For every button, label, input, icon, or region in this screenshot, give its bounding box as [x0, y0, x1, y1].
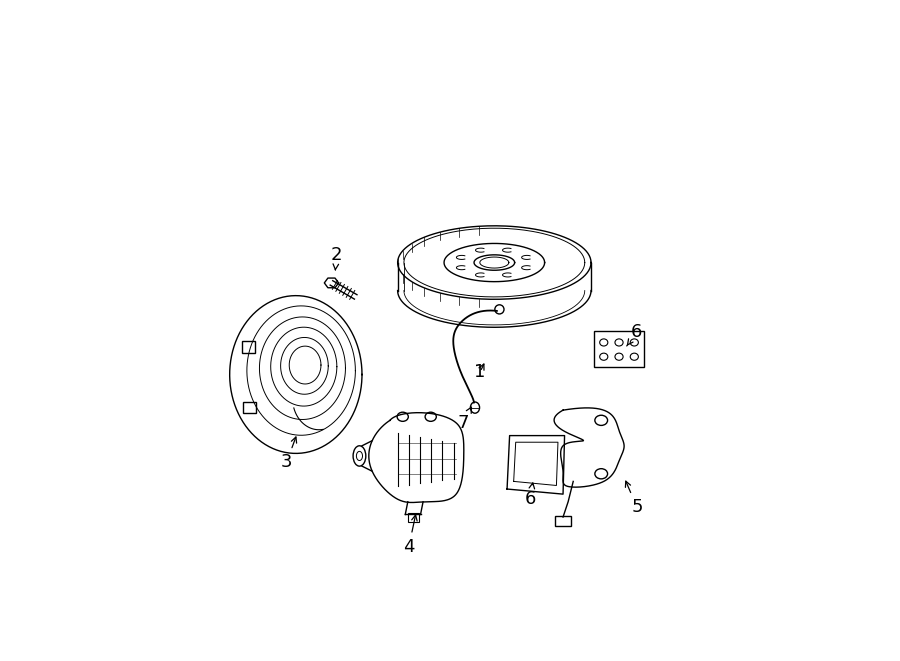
Text: 6: 6 — [626, 323, 643, 346]
Text: 6: 6 — [525, 483, 535, 508]
Ellipse shape — [630, 339, 638, 346]
Ellipse shape — [471, 402, 480, 413]
Ellipse shape — [599, 353, 608, 360]
Ellipse shape — [615, 339, 623, 346]
FancyBboxPatch shape — [243, 402, 256, 413]
FancyBboxPatch shape — [555, 516, 571, 526]
FancyBboxPatch shape — [242, 341, 255, 352]
Ellipse shape — [630, 353, 638, 360]
Text: 1: 1 — [474, 363, 486, 381]
Text: 2: 2 — [331, 246, 342, 270]
FancyBboxPatch shape — [408, 513, 419, 522]
Text: 7: 7 — [457, 407, 472, 432]
FancyBboxPatch shape — [594, 331, 644, 367]
Ellipse shape — [615, 353, 623, 360]
Text: 4: 4 — [403, 515, 417, 555]
Ellipse shape — [495, 305, 504, 314]
Text: 3: 3 — [281, 437, 297, 471]
Ellipse shape — [599, 339, 608, 346]
Text: 5: 5 — [626, 481, 643, 516]
